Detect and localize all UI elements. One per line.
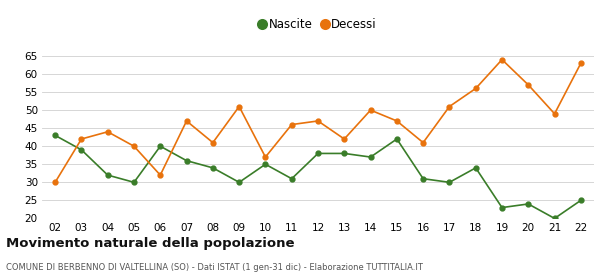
Decessi	[157, 173, 164, 177]
Decessi	[446, 105, 453, 108]
Decessi	[393, 119, 400, 123]
Text: Movimento naturale della popolazione: Movimento naturale della popolazione	[6, 237, 295, 249]
Decessi	[314, 119, 322, 123]
Decessi	[209, 141, 217, 144]
Nascite	[183, 159, 190, 162]
Nascite	[524, 202, 532, 206]
Decessi	[130, 144, 137, 148]
Nascite	[419, 177, 427, 180]
Nascite	[393, 137, 400, 141]
Nascite	[288, 177, 295, 180]
Decessi	[472, 87, 479, 90]
Line: Decessi: Decessi	[53, 57, 583, 185]
Nascite	[341, 152, 348, 155]
Decessi	[262, 155, 269, 159]
Nascite	[499, 206, 506, 209]
Nascite	[472, 166, 479, 170]
Nascite	[262, 163, 269, 166]
Nascite	[551, 217, 558, 220]
Decessi	[551, 112, 558, 115]
Nascite	[446, 181, 453, 184]
Decessi	[367, 108, 374, 112]
Nascite	[157, 144, 164, 148]
Decessi	[524, 83, 532, 87]
Nascite	[209, 166, 217, 170]
Decessi	[499, 58, 506, 61]
Decessi	[419, 141, 427, 144]
Decessi	[288, 123, 295, 126]
Decessi	[104, 130, 112, 134]
Nascite	[236, 181, 243, 184]
Nascite	[130, 181, 137, 184]
Decessi	[341, 137, 348, 141]
Nascite	[52, 134, 59, 137]
Nascite	[577, 199, 584, 202]
Text: COMUNE DI BERBENNO DI VALTELLINA (SO) - Dati ISTAT (1 gen-31 dic) - Elaborazione: COMUNE DI BERBENNO DI VALTELLINA (SO) - …	[6, 263, 423, 272]
Legend: Nascite, Decessi: Nascite, Decessi	[254, 13, 382, 36]
Decessi	[52, 181, 59, 184]
Line: Nascite: Nascite	[53, 133, 583, 221]
Decessi	[78, 137, 85, 141]
Nascite	[78, 148, 85, 151]
Decessi	[577, 62, 584, 65]
Nascite	[104, 173, 112, 177]
Nascite	[314, 152, 322, 155]
Decessi	[236, 105, 243, 108]
Nascite	[367, 155, 374, 159]
Decessi	[183, 119, 190, 123]
